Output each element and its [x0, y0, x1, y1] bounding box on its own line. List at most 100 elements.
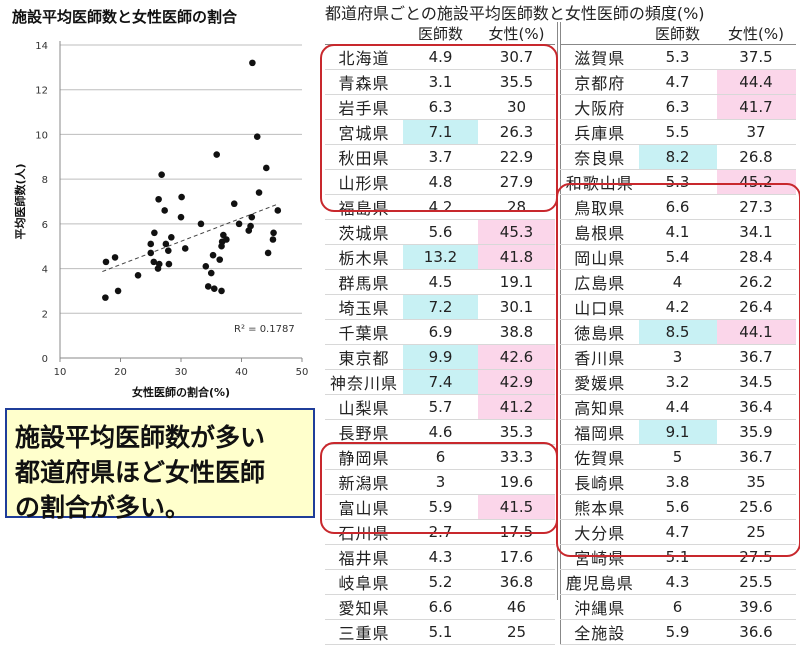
- data-point: [147, 249, 155, 257]
- doctors-cell: 5.9: [403, 494, 478, 520]
- doctors-cell: 5.9: [638, 619, 717, 645]
- data-point: [248, 213, 256, 221]
- prefecture-cell: 熊本県: [560, 494, 639, 520]
- prefecture-cell: 福岡県: [560, 419, 639, 445]
- table-header-row: 医師数 女性(%): [325, 22, 555, 45]
- female-cell: 44.4: [716, 69, 796, 95]
- doctors-cell: 5.1: [403, 619, 478, 645]
- data-point: [253, 133, 261, 140]
- doctors-cell: 7.2: [403, 294, 478, 320]
- data-point: [213, 151, 220, 158]
- female-cell: 41.8: [478, 244, 555, 270]
- female-cell: 17.6: [478, 544, 555, 570]
- doctors-cell: 3.1: [403, 69, 478, 95]
- prefecture-cell: 鹿児島県: [560, 569, 639, 595]
- data-point: [249, 59, 256, 67]
- table-row: 山形県 4.8 27.9: [325, 169, 555, 195]
- data-point: [161, 207, 168, 214]
- data-point: [264, 249, 272, 257]
- data-point: [274, 207, 282, 214]
- chart-labels: 0 2 4 6 8 10 12 14 10 20 30 40 50 女性医師の割合(%) 平均医師数(人) R…: [13, 41, 308, 399]
- prefecture-cell: 群馬県: [325, 269, 403, 295]
- female-cell: 36.6: [716, 619, 796, 645]
- female-cell: 28: [478, 194, 555, 220]
- table-row: 宮城県 7.1 26.3: [325, 119, 555, 145]
- table-row: 京都府 4.7 44.4: [560, 69, 796, 95]
- doctors-cell: 5.4: [638, 244, 717, 270]
- table-row: 徳島県 8.5 44.1: [560, 319, 796, 345]
- table-row: 沖縄県 6 39.6: [560, 594, 796, 620]
- doctors-cell: 4.9: [403, 44, 478, 70]
- female-cell: 26.2: [716, 269, 796, 295]
- doctors-cell: 5.6: [638, 494, 717, 520]
- header-female: 女性(%): [478, 22, 555, 45]
- female-cell: 26.8: [716, 144, 796, 170]
- data-point: [216, 256, 224, 263]
- female-cell: 30.1: [478, 294, 555, 320]
- female-cell: 45.2: [716, 169, 796, 195]
- doctors-cell: 13.2: [403, 244, 478, 270]
- female-cell: 35.9: [716, 419, 796, 445]
- table-row: 山梨県 5.7 41.2: [325, 394, 555, 420]
- table-row: 福岡県 9.1 35.9: [560, 419, 796, 445]
- table-header-row: 医師数 女性(%): [560, 22, 796, 45]
- doctors-cell: 6: [403, 444, 478, 470]
- female-cell: 17.5: [478, 519, 555, 545]
- doctors-cell: 7.4: [403, 369, 478, 395]
- prefecture-cell: 茨城県: [325, 219, 403, 245]
- x-tick-label: 40: [235, 367, 248, 378]
- prefecture-table-left: 医師数 女性(%) 北海道 4.9 30.7 青森県 3.1 35.5 岩手県 6.3 30 宮城…: [325, 22, 555, 645]
- doctors-cell: 3.8: [638, 469, 717, 495]
- female-cell: 44.1: [716, 319, 796, 345]
- female-cell: 39.6: [716, 594, 796, 620]
- table-row: 愛知県 6.6 46: [325, 594, 555, 620]
- female-cell: 30: [478, 94, 555, 120]
- table-row: 香川県 3 36.7: [560, 344, 796, 370]
- doctors-cell: 4.1: [638, 219, 717, 245]
- data-point: [134, 271, 142, 279]
- chart-points: [102, 59, 282, 301]
- header-doctors: 医師数: [403, 22, 478, 45]
- table-row: 奈良県 8.2 26.8: [560, 144, 796, 170]
- doctors-cell: 9.9: [403, 344, 478, 370]
- female-cell: 26.3: [478, 119, 555, 145]
- female-cell: 30.7: [478, 44, 555, 70]
- prefecture-cell: 山口県: [560, 294, 639, 320]
- data-point: [197, 220, 205, 228]
- prefecture-cell: 福井県: [325, 544, 403, 570]
- table-row: 秋田県 3.7 22.9: [325, 144, 555, 170]
- prefecture-cell: 岐阜県: [325, 569, 403, 595]
- table-row: 兵庫県 5.5 37: [560, 119, 796, 145]
- female-cell: 42.9: [478, 369, 555, 395]
- female-cell: 42.6: [478, 344, 555, 370]
- data-point: [178, 193, 185, 201]
- header-prefecture: [325, 22, 403, 45]
- female-cell: 35.3: [478, 419, 555, 445]
- prefecture-cell: 島根県: [560, 219, 639, 245]
- data-point: [177, 213, 185, 221]
- y-tick-label: 2: [42, 309, 48, 320]
- data-point: [164, 247, 172, 254]
- female-cell: 38.8: [478, 319, 555, 345]
- female-cell: 33.3: [478, 444, 555, 470]
- prefecture-cell: 岩手県: [325, 94, 403, 120]
- data-point: [204, 283, 212, 290]
- doctors-cell: 6.3: [403, 94, 478, 120]
- doctors-cell: 3: [638, 344, 717, 370]
- prefecture-cell: 佐賀県: [560, 444, 639, 470]
- female-cell: 36.7: [716, 444, 796, 470]
- table-row: 岩手県 6.3 30: [325, 94, 555, 120]
- x-tick-label: 20: [114, 367, 127, 378]
- female-cell: 34.5: [716, 369, 796, 395]
- doctors-cell: 6.9: [403, 319, 478, 345]
- y-axis-title: 平均医師数(人): [13, 163, 27, 239]
- female-cell: 37.5: [716, 44, 796, 70]
- doctors-cell: 6.6: [403, 594, 478, 620]
- data-point: [102, 294, 109, 301]
- prefecture-cell: 香川県: [560, 344, 639, 370]
- table-row: 鹿児島県 4.3 25.5: [560, 569, 796, 595]
- doctors-cell: 9.1: [638, 419, 717, 445]
- data-point: [207, 269, 215, 277]
- prefecture-cell: 宮崎県: [560, 544, 639, 570]
- table-row: 和歌山県 5.3 45.2: [560, 169, 796, 195]
